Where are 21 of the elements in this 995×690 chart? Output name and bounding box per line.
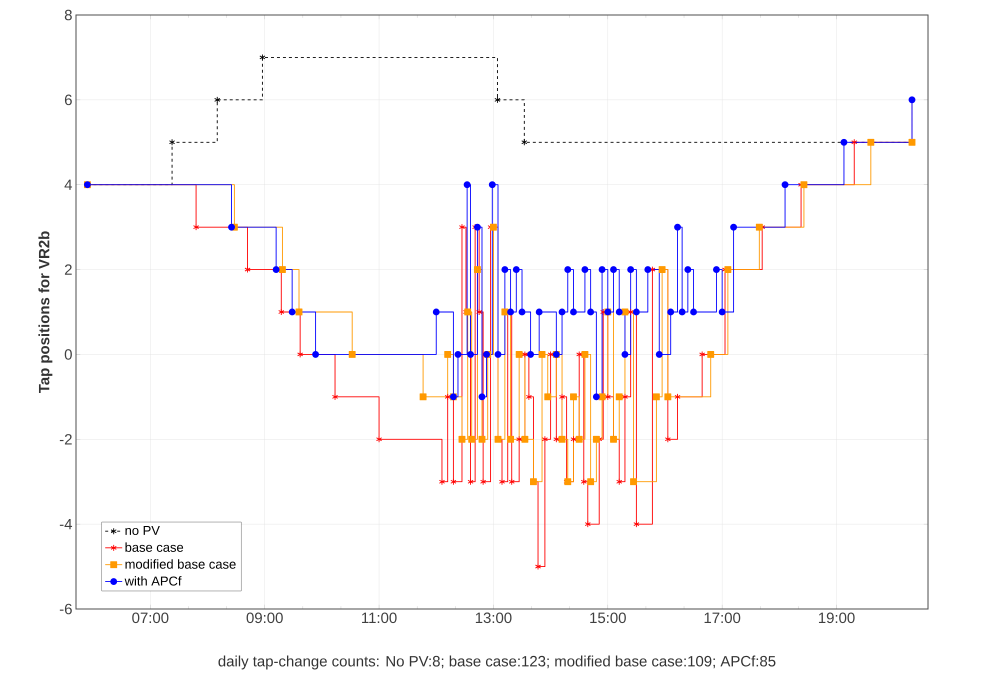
y-tick-label: 4 xyxy=(64,180,72,190)
legend-label: with APCf xyxy=(124,576,182,586)
x-tick-label: 11:00 xyxy=(362,612,397,624)
legend-label: no PV xyxy=(126,526,160,536)
x-tick-label: 13:00 xyxy=(476,612,512,624)
x-tick-label: 15:00 xyxy=(590,612,626,624)
x-tick-label: 09:00 xyxy=(246,612,283,624)
x-tick-label: 19:00 xyxy=(818,612,855,624)
y-tick-label: 6 xyxy=(64,94,72,106)
y-tick-label: 8 xyxy=(64,10,72,20)
text: daily tap-change counts: No PV:8; base case:123; modified base case:109; APCf:85 xyxy=(218,656,776,670)
y-tick-label: 2 xyxy=(64,264,72,275)
y-axis-title: Tap positions for VR2b xyxy=(38,231,52,394)
y-tick-label: -4 xyxy=(60,519,72,530)
y-tick-label: -6 xyxy=(60,604,72,614)
y-tick-label: -2 xyxy=(60,434,72,444)
legend-label: base case xyxy=(125,542,184,552)
y-tick-label: 0 xyxy=(64,349,72,360)
x-tick-label: 17:00 xyxy=(704,612,740,624)
legend-label: modified base case xyxy=(126,559,236,569)
x-tick-label: 07:00 xyxy=(132,612,168,624)
